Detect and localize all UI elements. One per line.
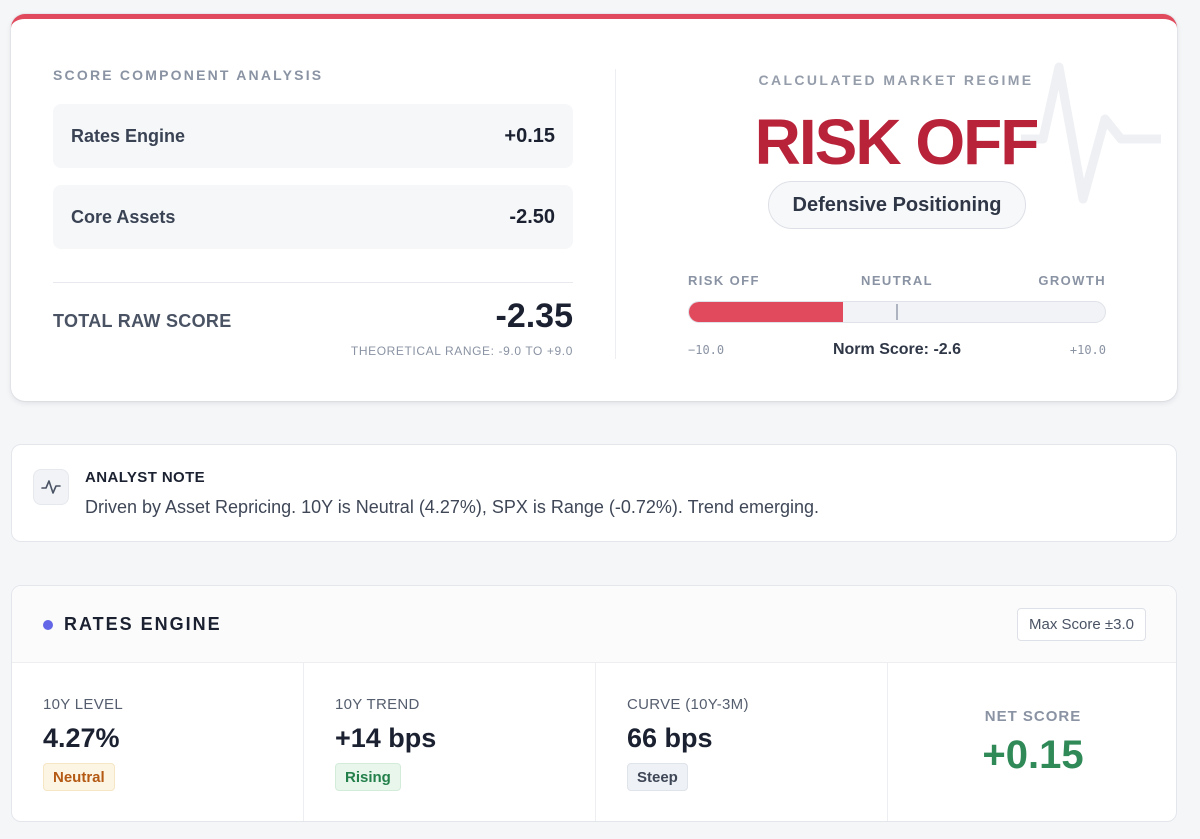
pulse-icon: [33, 469, 69, 505]
metric-10y-level: 10Y LEVEL 4.27% Neutral: [12, 663, 304, 821]
divider: [53, 282, 573, 283]
metric-value: 4.27%: [43, 723, 120, 753]
metric-status-badge: Rising: [335, 763, 401, 791]
score-card: SCORE COMPONENT ANALYSIS Rates Engine +0…: [11, 14, 1177, 401]
regime-gauge: [688, 301, 1106, 323]
net-score-label: NET SCORE: [984, 708, 1082, 725]
metric-label: 10Y LEVEL: [43, 696, 123, 713]
analyst-note-card: ANALYST NOTE Driven by Asset Repricing. …: [11, 444, 1177, 542]
gauge-label-risk-off: RISK OFF: [688, 273, 760, 288]
max-score-badge: Max Score ±3.0: [1017, 608, 1146, 641]
norm-score: Norm Score: -2.6: [832, 341, 962, 358]
gauge-scale: −10.0 Norm Score: -2.6 +10.0: [688, 341, 1106, 359]
component-value: -2.50: [509, 205, 555, 228]
metric-10y-trend: 10Y TREND +14 bps Rising: [304, 663, 596, 821]
rates-engine-card: RATES ENGINE Max Score ±3.0 10Y LEVEL 4.…: [11, 585, 1177, 822]
component-name: Core Assets: [71, 206, 176, 227]
net-score-panel: NET SCORE +0.15: [888, 663, 1176, 821]
metric-status-badge: Steep: [627, 763, 688, 791]
metric-status-badge: Neutral: [43, 763, 115, 791]
theoretical-range-note: THEORETICAL RANGE: -9.0 TO +9.0: [350, 344, 573, 358]
net-score-value: +0.15: [982, 733, 1084, 777]
component-name: Rates Engine: [71, 125, 186, 146]
gauge-center-marker: [896, 304, 898, 320]
component-row-core-assets: Core Assets -2.50: [53, 185, 573, 249]
gauge-labels: RISK OFF NEUTRAL GROWTH: [688, 273, 1106, 289]
total-raw-score-value: -2.35: [495, 297, 574, 335]
analyst-note-title: ANALYST NOTE: [85, 469, 206, 486]
regime-label: CALCULATED MARKET REGIME: [758, 72, 1034, 88]
gauge-min: −10.0: [688, 343, 725, 357]
regime-value: RISK OFF: [754, 106, 1040, 178]
metric-value: +14 bps: [335, 723, 437, 753]
metric-label: 10Y TREND: [335, 696, 420, 713]
metric-curve: CURVE (10Y-3M) 66 bps Steep: [596, 663, 888, 821]
section-title: SCORE COMPONENT ANALYSIS: [53, 67, 324, 83]
total-raw-score-label: TOTAL RAW SCORE: [53, 311, 232, 331]
positioning-badge: Defensive Positioning: [768, 181, 1026, 229]
metric-value: 66 bps: [627, 723, 713, 753]
rates-engine-header: RATES ENGINE Max Score ±3.0: [12, 586, 1176, 663]
metric-label: CURVE (10Y-3M): [627, 696, 749, 713]
gauge-fill: [689, 302, 843, 322]
rates-engine-title: RATES ENGINE: [64, 614, 222, 634]
pulse-watermark-icon: [1021, 62, 1161, 204]
gauge-max: +10.0: [1069, 343, 1106, 357]
status-dot: [43, 620, 53, 630]
component-row-rates-engine: Rates Engine +0.15: [53, 104, 573, 168]
gauge-label-neutral: NEUTRAL: [861, 273, 933, 288]
vertical-divider: [615, 69, 616, 359]
component-value: +0.15: [504, 124, 555, 147]
analyst-note-text: Driven by Asset Repricing. 10Y is Neutra…: [85, 497, 820, 517]
gauge-label-growth: GROWTH: [1038, 273, 1106, 288]
